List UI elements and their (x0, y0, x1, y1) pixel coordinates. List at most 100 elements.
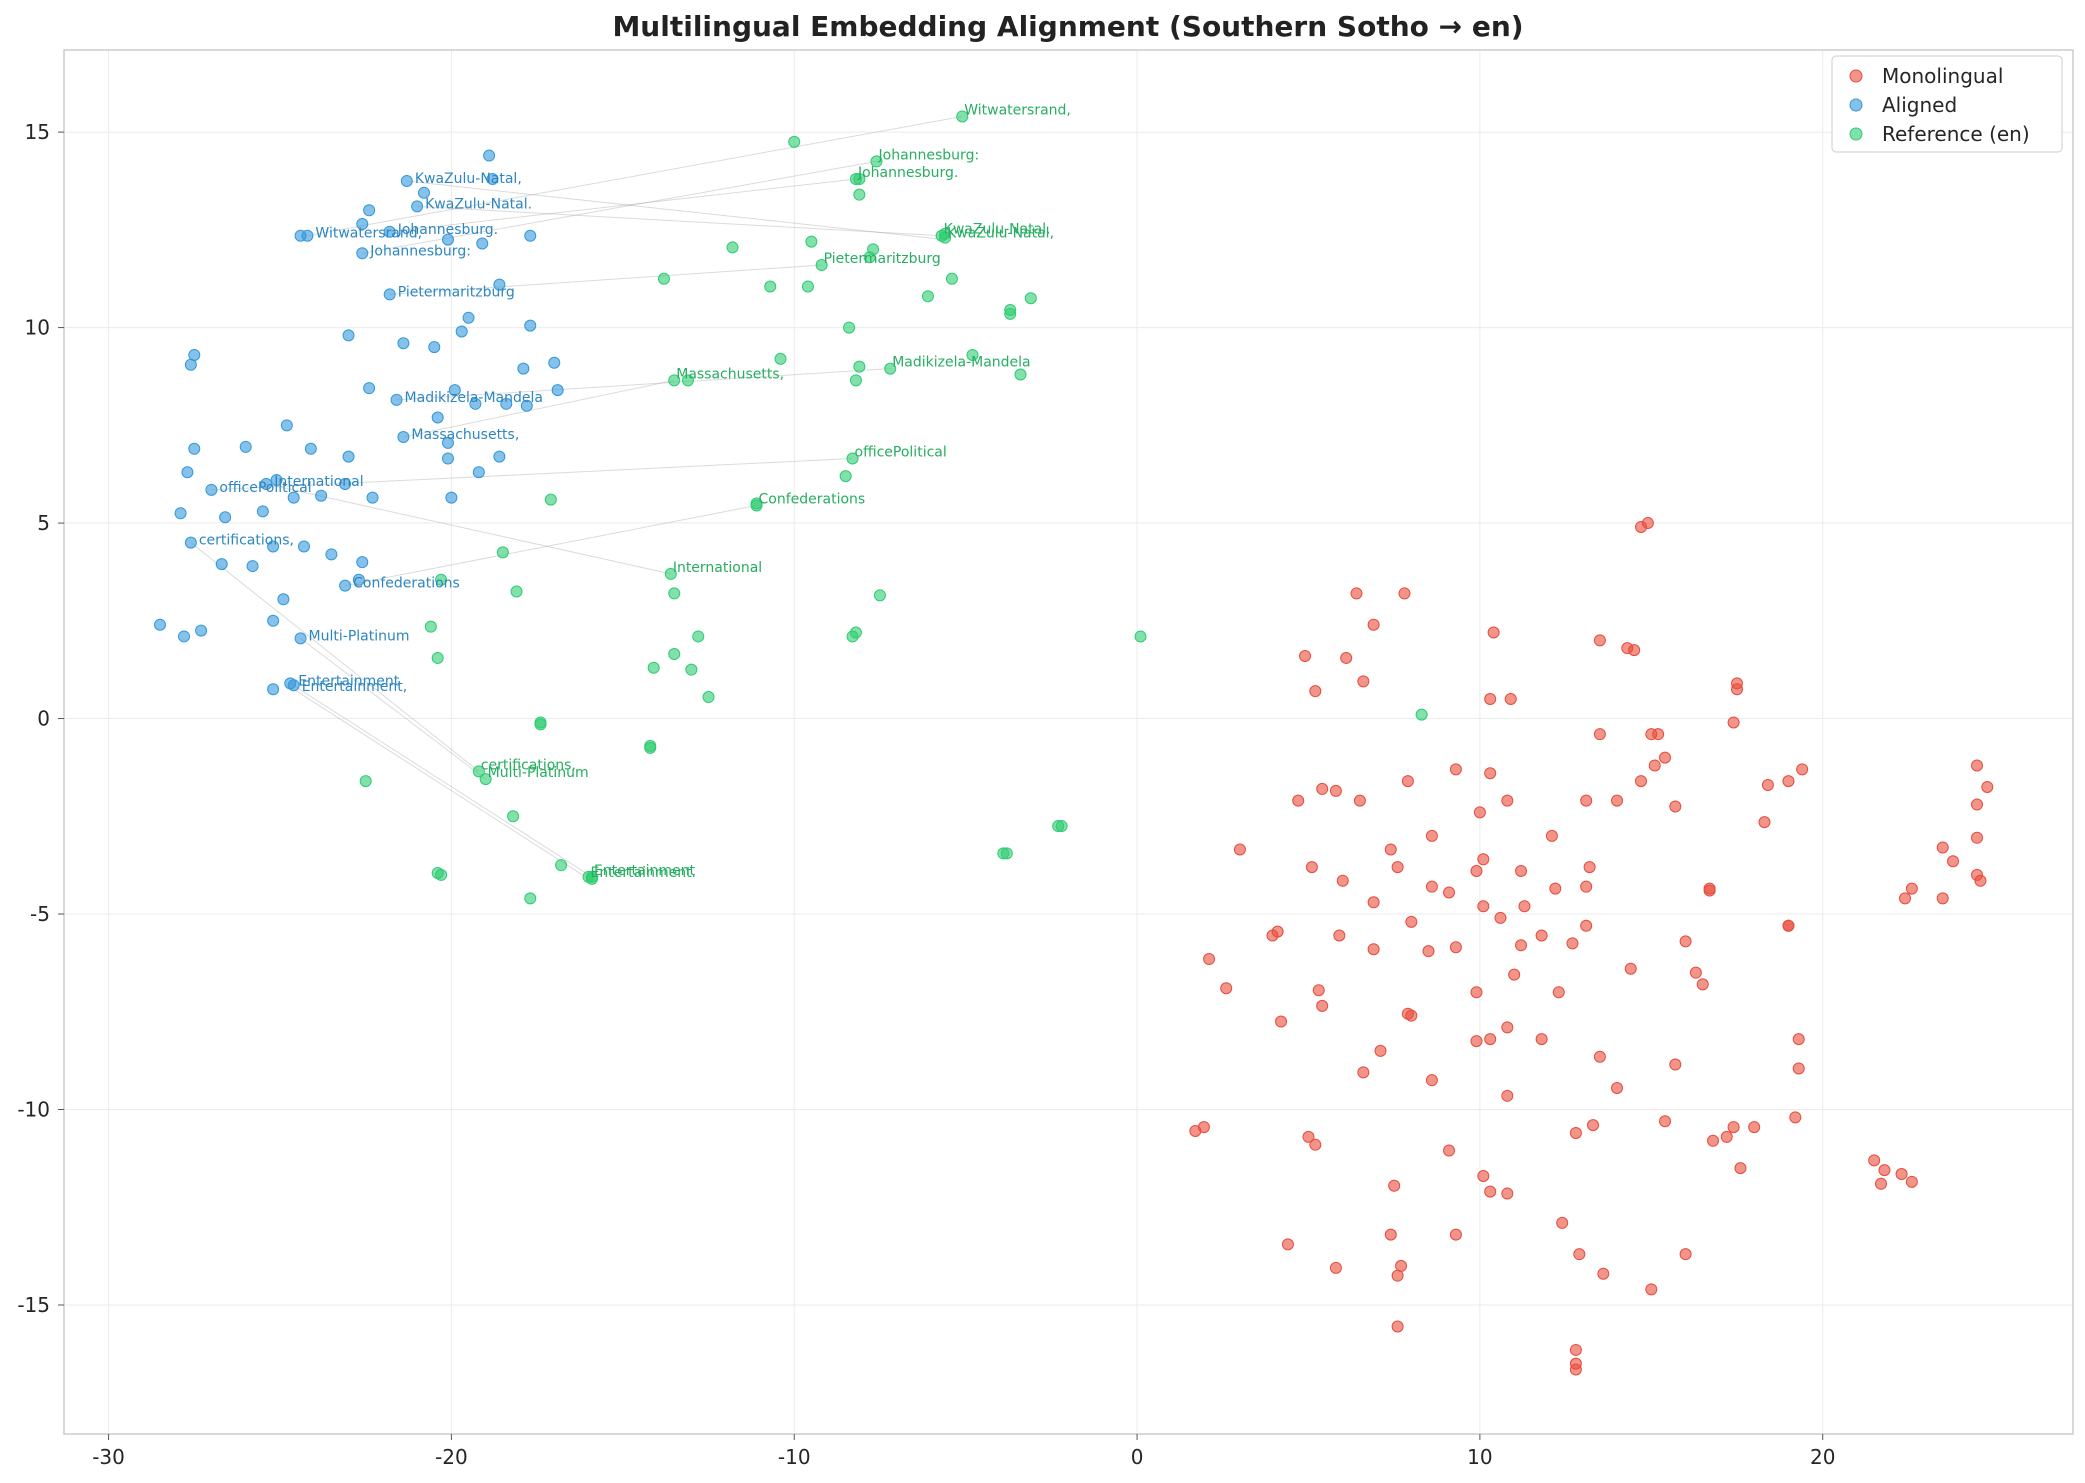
scatter-point (1405, 1009, 1418, 1022)
scatter-point (1477, 1169, 1490, 1182)
scatter-point (1494, 911, 1507, 924)
scatter-point (534, 716, 547, 729)
scatter-point (1720, 1130, 1733, 1143)
connection-line (289, 682, 593, 878)
scatter-point (1648, 759, 1661, 772)
aligned-point-label: officePolitical (219, 480, 311, 496)
scatter-point (1233, 843, 1246, 856)
scatter-point (441, 452, 454, 465)
legend-marker (1849, 69, 1863, 83)
reference-point-label: Confederations (759, 491, 866, 507)
scatter-point (1305, 861, 1318, 874)
aligned-point-label: Madikizela-Mandela (405, 390, 543, 406)
scatter-point (1266, 929, 1279, 942)
connection-line (396, 368, 891, 401)
scatter-point (1401, 775, 1414, 788)
scatter-point (863, 251, 876, 264)
scatter-point (1487, 626, 1500, 639)
scatter-point (1333, 929, 1346, 942)
legend-box (1831, 55, 2063, 153)
scatter-point (1789, 1111, 1802, 1124)
scatter-point (647, 661, 660, 674)
y-tick-label: 0 (37, 707, 50, 731)
scatter-point (479, 773, 492, 786)
reference-point-label: International (673, 560, 762, 576)
reference-point-label: KwaZulu-Natal, (947, 226, 1054, 242)
scatter-point (472, 466, 485, 479)
reference-point-label: certifications, (481, 757, 576, 773)
scatter-point (1329, 1261, 1342, 1274)
scatter-point (750, 499, 763, 512)
x-tick-label: 0 (1131, 1445, 1144, 1469)
data-points (153, 110, 1994, 1376)
scatter-point (1275, 1015, 1288, 1028)
scatter-point (205, 483, 218, 496)
reference-point-label: Entertainment. (591, 865, 696, 881)
scatter-point (1569, 1343, 1582, 1356)
scatter-point (1014, 368, 1027, 381)
connection-line (406, 180, 946, 241)
scatter-point (1566, 937, 1579, 950)
scatter-point (411, 200, 424, 213)
scatter-point (280, 419, 293, 432)
connection-line (300, 637, 486, 780)
connection-line (266, 483, 671, 575)
scatter-point (1734, 1162, 1747, 1175)
scatter-point (544, 493, 557, 506)
scatter-point (424, 620, 437, 633)
aligned-point-label: certifications, (199, 533, 294, 549)
scatter-point (1641, 517, 1654, 530)
scatter-point (342, 450, 355, 463)
aligned-point-label: Massachusetts, (411, 427, 519, 443)
scatter-point (493, 278, 506, 291)
scatter-point (1782, 775, 1795, 788)
scatter-point (644, 739, 657, 752)
scatter-point (702, 691, 715, 704)
connection-line (389, 264, 822, 295)
scatter-point (1501, 794, 1514, 807)
scatter-point (507, 810, 520, 823)
legend-label: Reference (en) (1882, 122, 2030, 146)
scatter-point (1761, 779, 1774, 792)
scatter-point (849, 374, 862, 387)
scatter-point (496, 546, 509, 559)
scatter-point (431, 411, 444, 424)
scatter-point (1477, 853, 1490, 866)
scatter-point (184, 536, 197, 549)
scatter-point (585, 872, 598, 885)
scatter-point (356, 217, 369, 230)
scatter-point (363, 382, 376, 395)
scatter-point (1611, 794, 1624, 807)
scatter-point (1535, 929, 1548, 942)
scatter-point (188, 442, 201, 455)
scatter-point (1936, 892, 1949, 905)
scatter-point (267, 683, 280, 696)
connection-line (211, 458, 853, 491)
connection-line (403, 379, 675, 438)
y-tick-label: -5 (30, 902, 50, 926)
scatter-point (260, 477, 273, 490)
scatter-point (356, 247, 369, 260)
scatter-point (417, 186, 430, 199)
connection-line (307, 115, 963, 237)
aligned-point-label: KwaZulu-Natal, (415, 171, 522, 187)
scatter-point (692, 630, 705, 643)
y-tick-label: -10 (17, 1098, 50, 1122)
scatter-point (1597, 1267, 1610, 1280)
scatter-point (843, 321, 856, 334)
scatter-point (297, 540, 310, 553)
scatter-point (500, 397, 513, 410)
scatter-point (555, 859, 568, 872)
scatter-point (1470, 1035, 1483, 1048)
scatter-point (1981, 780, 1994, 793)
chart-title: Multilingual Embedding Alignment (Southe… (612, 10, 1523, 43)
scatter-point (1659, 1115, 1672, 1128)
scatter-point (1905, 882, 1918, 895)
aligned-point-label: Witwatersrand, (315, 226, 422, 242)
scatter-point (524, 892, 537, 905)
scatter-point (846, 630, 859, 643)
scatter-point (1782, 919, 1795, 932)
scatter-point (1652, 728, 1665, 741)
scatter-point (668, 587, 681, 600)
scatter-point (1367, 943, 1380, 956)
